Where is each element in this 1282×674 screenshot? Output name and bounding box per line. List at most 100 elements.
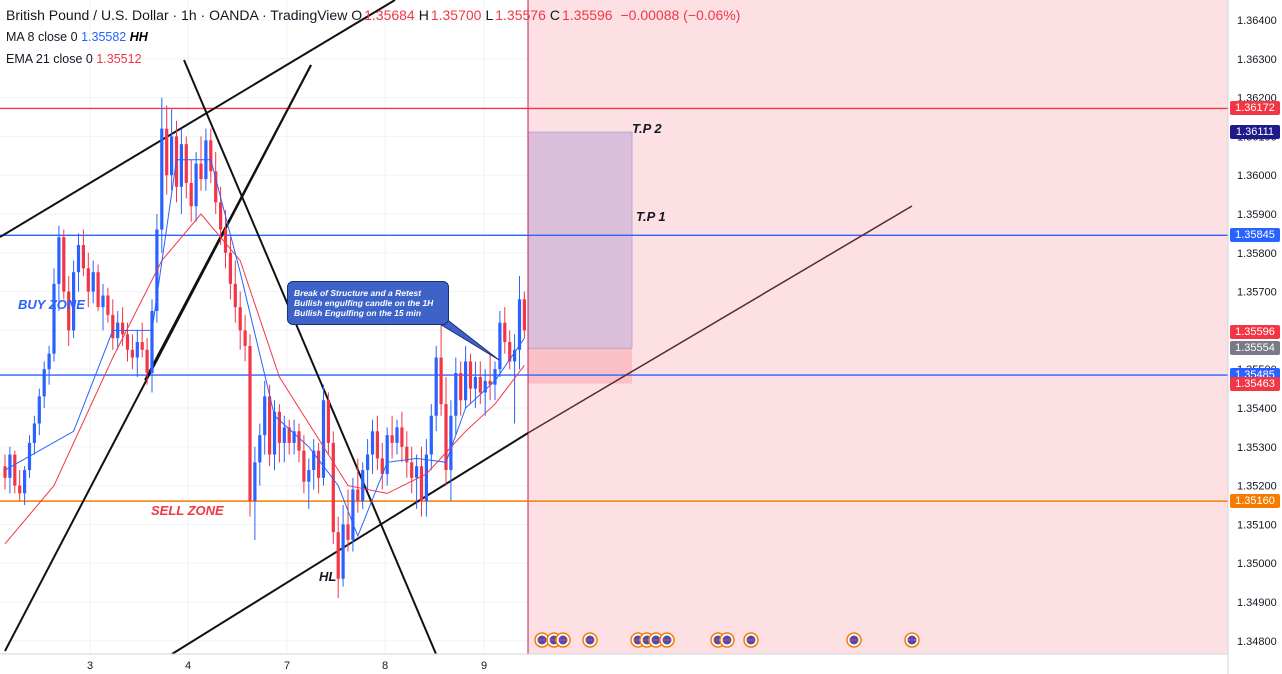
price-tick: 1.36400 — [1237, 15, 1277, 27]
candle-body — [498, 322, 502, 370]
event-flag-icon[interactable] — [904, 632, 920, 648]
candle — [214, 151, 218, 214]
trade-callout[interactable]: Break of Structure and a Retest Bullish … — [287, 281, 449, 325]
event-flag-icon[interactable] — [719, 632, 735, 648]
candle — [282, 415, 286, 463]
candle — [517, 276, 522, 370]
candle-body — [121, 322, 125, 335]
candle-body — [385, 435, 389, 474]
candle — [52, 268, 56, 362]
candle-body — [199, 163, 203, 180]
event-flag-icon[interactable] — [846, 632, 862, 648]
candle-body — [184, 144, 188, 183]
price-tick: 1.35400 — [1237, 403, 1277, 415]
candle-body — [336, 532, 340, 579]
candle — [150, 299, 154, 393]
event-flag-icon[interactable] — [534, 632, 550, 648]
trend-line — [183, 59, 437, 655]
event-flag-icon[interactable] — [582, 632, 598, 648]
price-tick: 1.35700 — [1237, 287, 1277, 299]
candle-body — [268, 396, 272, 455]
price-label: 1.35845 — [1230, 228, 1280, 243]
ma-value: 1.35582 — [81, 30, 127, 44]
candle-body — [390, 435, 394, 443]
stop-loss-box — [528, 348, 632, 384]
candle-body — [513, 349, 517, 362]
candle-body — [106, 295, 110, 315]
candle — [135, 330, 139, 377]
candle — [429, 404, 433, 471]
price-tick: 1.35300 — [1237, 442, 1277, 454]
candle — [13, 450, 17, 494]
price-tick: 1.35900 — [1237, 209, 1277, 221]
candle — [454, 357, 458, 436]
candle-body — [478, 376, 482, 393]
candle-body — [503, 322, 507, 343]
candle-body — [375, 431, 379, 459]
candle-body — [23, 470, 27, 494]
candle — [468, 353, 473, 405]
candle-body — [449, 415, 453, 471]
price-label: 1.35463 — [1230, 376, 1280, 391]
candle — [253, 446, 257, 540]
candle — [140, 322, 144, 358]
candle-body — [400, 427, 404, 447]
candle — [47, 345, 51, 385]
candle — [194, 151, 198, 222]
price-tick: 1.35200 — [1237, 481, 1277, 493]
candle — [130, 334, 134, 370]
price-change: −0.00088 (−0.06%) — [620, 7, 741, 23]
time-axis[interactable]: 3 4 7 8 9 — [87, 660, 487, 672]
symbol-header[interactable]: British Pound / U.S. Dollar · 1h · OANDA… — [6, 7, 740, 23]
event-flag-icon[interactable] — [659, 632, 675, 648]
candle — [233, 260, 237, 323]
ohlc-o: O 1.35684 — [351, 7, 415, 23]
candle — [86, 252, 90, 308]
candle — [424, 439, 428, 517]
candle — [366, 439, 370, 490]
candle-body — [312, 450, 316, 471]
tp1-label: T.P 1 — [636, 209, 666, 224]
candle-body — [248, 345, 252, 502]
ema-legend[interactable]: EMA 21 close 0 1.35512 — [6, 52, 142, 66]
candle — [268, 384, 272, 467]
economic-events[interactable] — [534, 632, 920, 648]
sell-zone-label: SELL ZONE — [151, 503, 224, 518]
candle-body — [508, 342, 512, 362]
higher-low-label: HL — [319, 569, 337, 584]
candle — [57, 225, 61, 311]
ohlc-c: C 1.35596 — [549, 7, 613, 23]
candle — [336, 516, 340, 599]
candle — [459, 361, 463, 416]
candle — [297, 423, 301, 463]
candle-body — [91, 272, 95, 292]
candle — [395, 419, 399, 455]
projected-trend-line — [527, 205, 913, 434]
price-tick: 1.36000 — [1237, 170, 1277, 182]
time-tick: 7 — [284, 660, 290, 672]
price-label: 1.35554 — [1230, 341, 1280, 356]
candle-body — [326, 400, 330, 443]
candle-body — [209, 140, 213, 172]
candle-body — [361, 470, 365, 502]
candle-body — [464, 361, 468, 401]
trend-line — [4, 64, 312, 652]
ma-legend[interactable]: MA 8 close 0 1.35582 HH — [6, 30, 148, 44]
event-flag-icon[interactable] — [555, 632, 571, 648]
event-flag-icon[interactable] — [743, 632, 759, 648]
candle — [3, 454, 7, 490]
time-tick: 9 — [481, 660, 487, 672]
candle — [410, 446, 414, 494]
trend-line — [171, 432, 529, 655]
candle-body — [468, 361, 473, 389]
candle — [326, 392, 330, 455]
candle-body — [125, 334, 130, 350]
callout-line: Bullish Engulfing on the 15 min — [294, 308, 422, 318]
candle — [42, 361, 46, 408]
candle — [508, 330, 512, 370]
candle-body — [219, 202, 223, 230]
candle-body — [263, 396, 267, 436]
price-tick: 1.35000 — [1237, 558, 1277, 570]
